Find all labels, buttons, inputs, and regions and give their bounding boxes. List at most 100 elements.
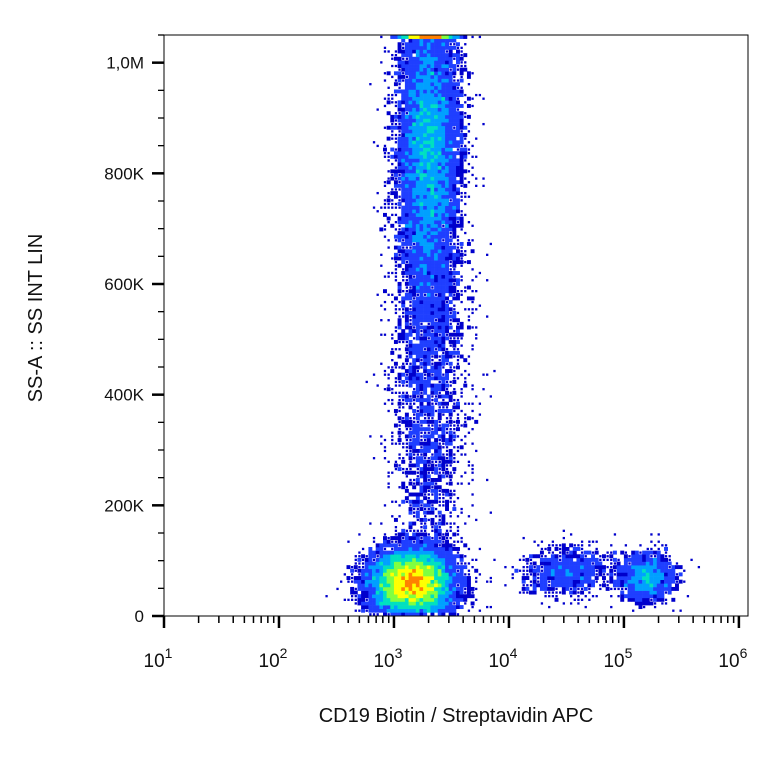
density-point xyxy=(441,343,446,348)
density-point xyxy=(452,278,457,283)
density-point xyxy=(397,263,402,268)
density-point xyxy=(405,486,409,489)
density-point xyxy=(431,398,434,402)
density-point xyxy=(550,576,555,580)
density-point xyxy=(398,86,401,89)
density-point xyxy=(405,355,409,358)
density-point xyxy=(386,71,391,76)
density-point xyxy=(419,467,424,472)
density-point xyxy=(404,314,409,319)
density-point xyxy=(419,285,424,290)
density-point xyxy=(390,572,395,577)
density-point xyxy=(343,573,346,576)
density-point xyxy=(445,267,449,272)
density-point xyxy=(445,231,449,236)
density-point xyxy=(412,379,417,384)
density-point xyxy=(456,562,460,565)
density-point xyxy=(426,56,431,61)
density-point xyxy=(391,333,394,336)
density-point xyxy=(415,376,420,381)
density-point xyxy=(445,457,449,460)
density-point xyxy=(408,586,413,591)
density-point xyxy=(456,460,460,463)
density-point xyxy=(387,97,390,100)
density-point xyxy=(671,579,676,584)
density-point xyxy=(453,126,456,129)
density-point xyxy=(401,129,406,134)
density-point xyxy=(434,528,439,533)
density-point xyxy=(448,194,453,199)
density-point xyxy=(441,488,446,493)
density-point xyxy=(408,249,413,254)
density-point xyxy=(408,267,413,272)
density-point xyxy=(478,35,482,39)
density-point xyxy=(631,590,636,595)
density-point xyxy=(419,169,424,174)
density-point xyxy=(565,583,570,588)
density-point xyxy=(386,568,391,573)
density-point xyxy=(391,540,394,543)
density-point xyxy=(434,38,439,43)
density-point xyxy=(415,158,420,163)
density-point xyxy=(441,423,446,428)
density-point xyxy=(525,557,530,562)
density-point xyxy=(550,572,555,577)
x-tick-label: 105 xyxy=(603,645,632,672)
density-point xyxy=(452,434,457,439)
density-point xyxy=(420,358,423,362)
density-point xyxy=(423,329,428,334)
density-point xyxy=(408,180,413,185)
density-point xyxy=(412,147,417,152)
density-point xyxy=(419,296,424,301)
density-point xyxy=(452,136,457,141)
density-point xyxy=(390,114,395,119)
density-point xyxy=(456,290,460,293)
density-point xyxy=(423,377,427,380)
density-point xyxy=(350,580,354,583)
density-point xyxy=(419,263,424,268)
density-point xyxy=(379,597,384,602)
density-point xyxy=(434,507,438,511)
density-point xyxy=(437,263,442,268)
density-point xyxy=(434,107,439,112)
density-point xyxy=(430,419,435,424)
density-point xyxy=(441,358,446,363)
density-point xyxy=(448,419,453,424)
density-point xyxy=(456,296,460,301)
density-point xyxy=(390,608,395,613)
density-point xyxy=(393,252,398,257)
density-point xyxy=(606,584,609,587)
density-point xyxy=(393,125,398,130)
density-point xyxy=(430,129,435,134)
density-point xyxy=(460,257,463,260)
density-point xyxy=(456,235,460,238)
density-point xyxy=(415,209,420,214)
density-point xyxy=(430,158,435,163)
density-point xyxy=(550,579,555,584)
density-point xyxy=(449,344,452,347)
density-point xyxy=(415,202,420,206)
density-point xyxy=(423,64,428,68)
density-point xyxy=(540,540,544,543)
density-point xyxy=(426,329,431,334)
density-point xyxy=(415,427,420,432)
density-point xyxy=(394,93,398,97)
density-point xyxy=(638,579,643,584)
density-point xyxy=(346,576,351,580)
density-point xyxy=(409,438,412,442)
density-point xyxy=(413,478,416,482)
density-point xyxy=(452,612,457,617)
density-point xyxy=(452,154,457,159)
density-point xyxy=(412,314,417,319)
density-point xyxy=(453,43,456,46)
density-point xyxy=(354,609,357,612)
density-point xyxy=(415,300,420,305)
density-point xyxy=(434,390,439,395)
density-point xyxy=(445,358,449,363)
density-point xyxy=(467,170,471,173)
density-point xyxy=(398,457,401,460)
density-point xyxy=(434,64,439,68)
density-point xyxy=(408,227,413,232)
density-point xyxy=(420,333,423,336)
density-point xyxy=(431,358,434,362)
